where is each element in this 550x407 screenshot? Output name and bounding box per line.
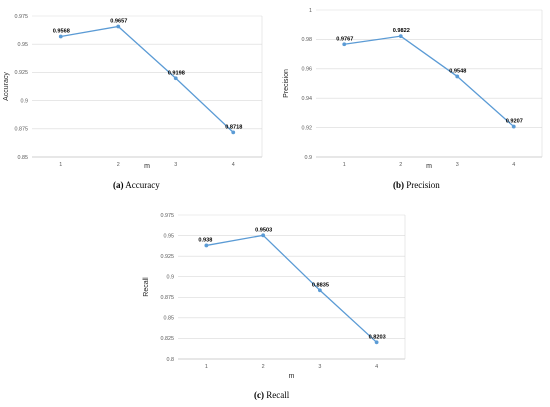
recall-y-tick-label: 0.825 [161, 336, 175, 342]
recall-x-tick-label: 4 [375, 364, 378, 370]
recall-y-tick-label: 0.8 [167, 357, 175, 363]
precision-y-tick-label: 0.96 [302, 67, 313, 73]
recall-y-axis-label: Recall [143, 277, 150, 297]
accuracy-y-tick-label: 0.925 [15, 70, 29, 76]
recall-x-tick-label: 1 [205, 364, 208, 370]
precision-data-point [511, 124, 516, 129]
precision-y-tick-label: 0.92 [302, 125, 313, 131]
recall-y-tick-label: 0.9 [167, 275, 175, 281]
recall-caption-tag: (c) [254, 390, 264, 400]
accuracy-data-label: 0.8718 [225, 124, 242, 130]
precision-data-label: 0.9207 [506, 119, 523, 125]
accuracy-y-tick-label: 0.9 [21, 98, 29, 104]
precision-chart-svg: 0.9 0.92 0.94 0.96 0.98 1 1 2 3 4 m Precision 0.9767… [283, 8, 543, 170]
precision-data-point [398, 34, 403, 39]
precision-caption-text: Precision [406, 180, 440, 190]
precision-chart: 0.9 0.92 0.94 0.96 0.98 1 1 2 3 4 m Precision 0.9767… [278, 0, 550, 176]
accuracy-y-tick-label: 0.975 [15, 14, 29, 20]
accuracy-data-label: 0.9198 [168, 70, 185, 76]
recall-y-tick-label: 0.975 [161, 213, 175, 219]
accuracy-data-point [116, 24, 121, 29]
recall-x-axis-label: m [289, 373, 295, 380]
accuracy-caption: (a) Accuracy [113, 180, 160, 190]
recall-data-point [261, 233, 266, 238]
precision-series-line [344, 35, 515, 128]
recall-caption-text: Recall [266, 390, 290, 400]
accuracy-x-axis-label: m [144, 163, 150, 170]
precision-x-axis-label: m [426, 163, 432, 170]
accuracy-y-tick-label: 0.95 [18, 42, 29, 48]
precision-data-point [455, 74, 460, 79]
accuracy-y-axis-label: Accuracy [3, 72, 10, 101]
accuracy-x-tick-label: 4 [232, 162, 235, 168]
precision-x-tick-label: 2 [399, 162, 402, 168]
accuracy-y-tick-label: 0.85 [18, 155, 29, 161]
accuracy-caption-tag: (a) [113, 180, 124, 190]
precision-y-tick-label: 0.98 [302, 37, 313, 43]
recall-y-tick-label: 0.925 [161, 254, 175, 260]
recall-data-label: 0.9503 [255, 227, 272, 233]
accuracy-data-point [231, 130, 236, 135]
precision-y-tick-label: 0.9 [305, 155, 313, 161]
precision-caption-tag: (b) [393, 180, 404, 190]
precision-x-tick-label: 1 [343, 162, 346, 168]
recall-data-label: 0.8203 [369, 334, 386, 340]
recall-data-point [317, 288, 322, 293]
recall-data-point [204, 243, 209, 248]
precision-x-tick-label: 4 [512, 162, 515, 168]
precision-y-axis-label: Precision [283, 69, 290, 98]
accuracy-chart: 0.85 0.875 0.9 0.925 0.95 0.975 1 2 3 4 m Accuracy 0… [0, 0, 270, 176]
accuracy-chart-svg: 0.85 0.875 0.9 0.925 0.95 0.975 1 2 3 4 m Accuracy 0… [3, 14, 263, 170]
accuracy-data-label: 0.9568 [53, 29, 70, 35]
accuracy-data-label: 0.9657 [110, 18, 127, 24]
accuracy-caption-text: Accuracy [125, 180, 160, 190]
recall-y-tick-label: 0.85 [164, 316, 175, 322]
recall-x-tick-label: 3 [318, 364, 321, 370]
recall-data-label: 0.938 [198, 237, 212, 243]
precision-x-tick-label: 3 [456, 162, 459, 168]
recall-y-tick-label: 0.95 [164, 233, 175, 239]
recall-series-line [206, 234, 378, 343]
precision-data-point [342, 42, 347, 47]
recall-x-tick-label: 2 [262, 364, 265, 370]
precision-data-label: 0.9767 [336, 36, 353, 42]
precision-data-label: 0.9548 [449, 68, 466, 74]
recall-chart: 0.8 0.825 0.85 0.875 0.9 0.925 0.95 0.975 1 2 3 4 m R… [138, 206, 413, 386]
precision-y-tick-label: 0.94 [302, 96, 313, 102]
accuracy-data-point [173, 76, 178, 81]
recall-data-point [374, 340, 379, 345]
recall-chart-svg: 0.8 0.825 0.85 0.875 0.9 0.925 0.95 0.975 1 2 3 4 m R… [143, 213, 406, 380]
accuracy-data-point [58, 34, 63, 39]
recall-y-tick-label: 0.875 [161, 295, 175, 301]
precision-caption: (b) Precision [393, 180, 440, 190]
accuracy-series-line [60, 25, 234, 133]
precision-data-label: 0.9822 [393, 28, 410, 34]
accuracy-x-tick-label: 1 [59, 162, 62, 168]
accuracy-x-tick-label: 3 [174, 162, 177, 168]
accuracy-x-tick-label: 2 [117, 162, 120, 168]
precision-y-tick-label: 1 [309, 8, 312, 14]
recall-data-label: 0.8835 [312, 282, 329, 288]
recall-caption: (c) Recall [254, 390, 289, 400]
accuracy-y-tick-label: 0.875 [15, 127, 29, 133]
